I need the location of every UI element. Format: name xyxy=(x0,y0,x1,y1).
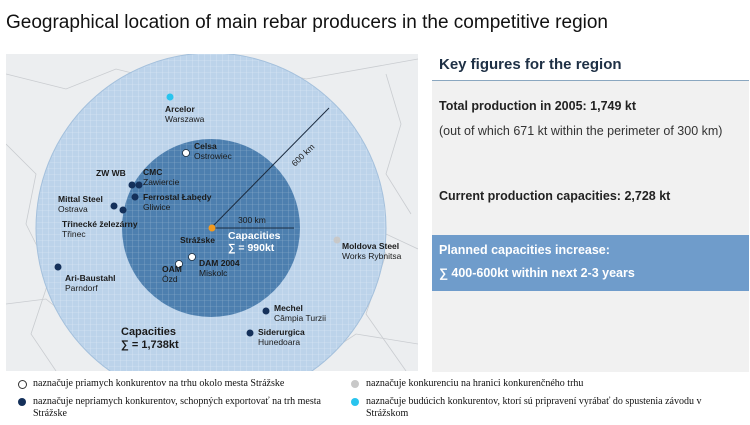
center-marker xyxy=(208,224,216,232)
indirect-competitor-marker xyxy=(119,206,127,214)
map-graphic xyxy=(6,54,418,371)
legend-future: naznačuje budúcich konkurentov, ktorí sú… xyxy=(366,396,702,419)
direct-competitor-marker xyxy=(188,253,196,261)
key-figures-body: Total production in 2005: 1,749 kt (out … xyxy=(432,81,749,372)
key-figures-header: Key figures for the region xyxy=(432,54,749,81)
border-competitor-legend-icon xyxy=(351,380,359,388)
producer-label-ferrostal: Ferrostal Łabędy Gliwice xyxy=(143,192,212,212)
future-competitor-legend-icon xyxy=(351,398,359,406)
direct-competitor-marker xyxy=(175,260,183,268)
producer-label-zwwb: ZW WB xyxy=(96,168,126,178)
producer-label-ari-baustahl: Ari-Baustahl Parndorf xyxy=(65,273,116,293)
key-figures-heading: Key figures for the region xyxy=(439,56,622,73)
indirect-competitor-marker xyxy=(131,193,139,201)
inner-radius-label: 300 km xyxy=(238,215,266,225)
producer-label-oam: OAM Ózd xyxy=(162,264,182,284)
indirect-competitor-marker xyxy=(128,181,136,189)
outer-radius-line xyxy=(210,107,330,229)
producer-label-mittal: Mittal Steel Ostrava xyxy=(58,194,103,214)
producer-label-celsa: Celsa Ostrowiec xyxy=(194,141,232,161)
future-competitor-marker xyxy=(166,93,174,101)
map-legend: naznačuje priamych konkurentov na trhu o… xyxy=(0,374,750,425)
total-production-note: (out of which 671 kt within the perimete… xyxy=(439,124,723,138)
producer-label-moldova: Moldova Steel Works Rybnitsa xyxy=(342,241,402,261)
region-map: 600 km 300 km Arcelor Warszawa Celsa Ost… xyxy=(6,54,418,371)
indirect-competitor-marker xyxy=(110,202,118,210)
direct-competitor-legend-icon xyxy=(18,380,27,389)
producer-label-cmc: CMC Zawiercie xyxy=(143,167,180,187)
indirect-competitor-marker xyxy=(246,329,254,337)
producer-label-siderurgica: Siderurgica Hunedoara xyxy=(258,327,305,347)
outer-capacity: Capacities ∑ = 1,738kt xyxy=(121,326,179,351)
legend-indirect: naznačuje nepriamych konkurentov, schopn… xyxy=(33,396,321,419)
producer-label-dam2004: DAM 2004 Miskolc xyxy=(199,258,240,278)
direct-competitor-marker xyxy=(182,149,190,157)
current-capacities: Current production capacities: 2,728 kt xyxy=(439,189,671,203)
producer-label-trinecke: Třinecké železárny Třinec xyxy=(62,219,138,239)
center-label: Strážske xyxy=(180,235,215,245)
total-production: Total production in 2005: 1,749 kt xyxy=(439,99,637,113)
legend-direct: naznačuje priamych konkurentov na trhu o… xyxy=(33,378,285,389)
planned-capacities-heading: Planned capacities increase: xyxy=(439,243,610,257)
inner-capacity: Capacities ∑ = 990kt xyxy=(228,230,281,254)
producer-label-mechel: Mechel Câmpia Turzii xyxy=(274,303,326,323)
planned-capacities-box: Planned capacities increase: ∑ 400-600kt… xyxy=(432,235,749,291)
indirect-competitor-marker xyxy=(54,263,62,271)
planned-capacities-value: ∑ 400-600kt within next 2-3 years xyxy=(439,266,635,280)
page-title: Geographical location of main rebar prod… xyxy=(6,12,608,33)
border-competitor-marker xyxy=(333,236,341,244)
indirect-competitor-legend-icon xyxy=(18,398,26,406)
indirect-competitor-marker xyxy=(262,307,270,315)
producer-label-arcelor: Arcelor Warszawa xyxy=(165,104,205,124)
indirect-competitor-marker xyxy=(135,181,143,189)
legend-border: naznačuje konkurenciu na hranici konkure… xyxy=(366,378,584,389)
key-figures-panel: Key figures for the region Total product… xyxy=(432,54,749,372)
